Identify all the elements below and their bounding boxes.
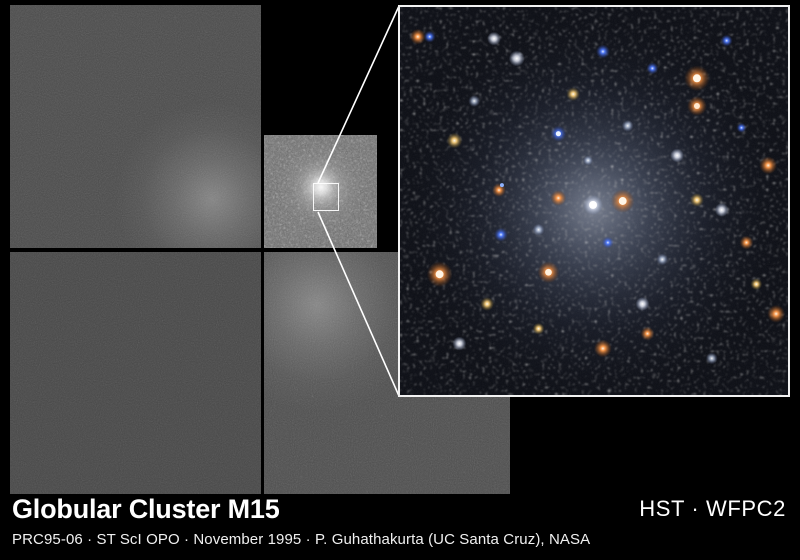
- caption-bar: Globular Cluster M15 HST · WFPC2 PRC95-0…: [0, 494, 800, 560]
- wide-field-chip-3-panel: [10, 252, 261, 494]
- instrument-label: HST · WFPC2: [639, 496, 786, 521]
- color-closeup-inset: [398, 5, 790, 397]
- page-title: Globular Cluster M15: [12, 494, 280, 524]
- inset-bright-stars: [409, 28, 786, 365]
- wf3-starfield: [10, 252, 261, 494]
- wide-field-chip-2-panel: [10, 5, 261, 248]
- pc-starfield: [264, 135, 377, 248]
- planetary-camera-chip-panel: [264, 135, 377, 248]
- credit-line: PRC95-06 · ST ScI OPO · November 1995 · …: [12, 531, 591, 548]
- wf2-starfield: [10, 5, 261, 248]
- inset-starfield: [400, 7, 788, 395]
